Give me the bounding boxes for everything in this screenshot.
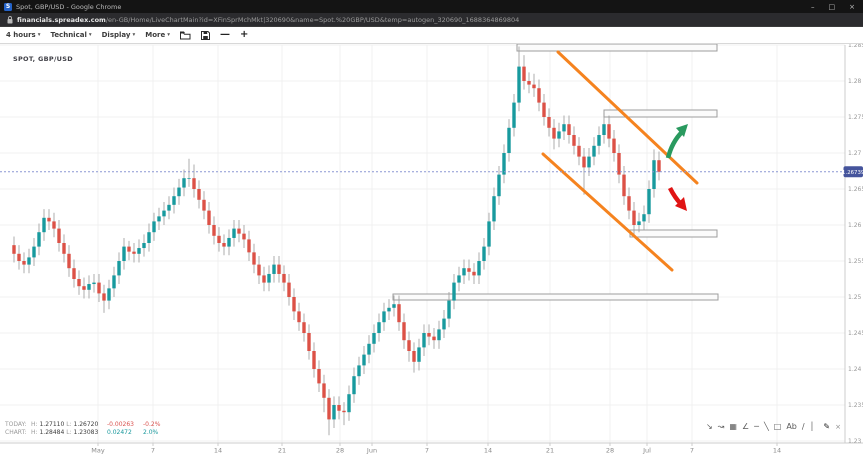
- up-arrow[interactable]: [665, 124, 688, 159]
- open-chart-button[interactable]: [180, 31, 191, 40]
- svg-text:14: 14: [484, 447, 492, 454]
- svg-text:21: 21: [546, 447, 554, 454]
- angle-tool[interactable]: ∠: [741, 422, 750, 431]
- folder-icon: [180, 31, 191, 39]
- svg-text:1.285: 1.285: [848, 44, 863, 49]
- chevron-down-icon: ▾: [88, 32, 92, 38]
- url-path: /en-GB/Home/LiveChartMain?id=XFinSprMchM…: [105, 15, 520, 24]
- today-high: 1.27110: [39, 421, 65, 428]
- more-dropdown[interactable]: More ▾: [145, 31, 170, 39]
- chevron-down-icon: ▾: [132, 32, 136, 38]
- save-chart-button[interactable]: [201, 30, 210, 40]
- ray-tool[interactable]: ∕: [801, 422, 805, 431]
- url-bar[interactable]: financials.spreadex.com/en-GB/Home/LiveC…: [0, 13, 863, 27]
- chart-stats-row: CHART: H: 1.28484 L: 1.23083 0.02472 2.0%: [5, 429, 165, 437]
- price-chart[interactable]: 1.267391.2851.281.2751.271.2651.261.2551…: [0, 44, 863, 454]
- rectangle-tool[interactable]: □: [773, 422, 782, 431]
- maximize-button[interactable]: □: [828, 2, 836, 11]
- delete-tool[interactable]: ×: [835, 423, 841, 431]
- drawing-tools-toolbar: ↘ ↝ ▦ ∠ ─ ╲ □ Ab ∕ │ ✎ ×: [706, 422, 841, 432]
- trendline[interactable]: [541, 152, 674, 272]
- fib-grid-tool[interactable]: ▦: [729, 422, 737, 431]
- zoom-out-button[interactable]: —: [220, 29, 230, 40]
- minimize-button[interactable]: –: [811, 2, 815, 11]
- display-dropdown[interactable]: Display ▾: [101, 31, 136, 39]
- today-low: 1.26720: [73, 421, 99, 428]
- site-favicon: S: [4, 2, 12, 11]
- symbol-label: SPOT, GBP/USD: [13, 55, 73, 63]
- svg-text:1.275: 1.275: [848, 114, 863, 121]
- trendline[interactable]: [556, 50, 699, 185]
- svg-text:1.27: 1.27: [848, 150, 862, 157]
- floppy-disk-icon: [201, 30, 210, 40]
- down-arrow[interactable]: [667, 186, 687, 211]
- horizontal-line-tool[interactable]: ─: [754, 422, 759, 431]
- svg-text:1.235: 1.235: [848, 402, 863, 409]
- lock-icon: [7, 15, 13, 24]
- svg-text:1.25: 1.25: [848, 294, 862, 301]
- svg-text:28: 28: [606, 447, 614, 454]
- url-domain: financials.spreadex.com: [17, 15, 106, 24]
- chart-toolbar: 4 hours ▾ Technical ▾ Display ▾ More ▾ —…: [0, 27, 863, 44]
- today-change: -0.00263: [107, 421, 134, 428]
- svg-text:14: 14: [773, 447, 781, 454]
- svg-text:1.255: 1.255: [848, 258, 863, 265]
- trendline-tool[interactable]: ╲: [763, 422, 769, 431]
- svg-text:1.23: 1.23: [848, 438, 862, 445]
- y-axis-labels: 1.285 1.28 1.275 1.27 1.265 1.26 1.255 1.25 1.24…: [848, 44, 863, 445]
- chart-change: 0.02472: [107, 428, 132, 436]
- chart-high: 1.28484: [39, 428, 65, 436]
- svg-text:7: 7: [690, 447, 694, 454]
- svg-text:28: 28: [336, 447, 344, 454]
- svg-text:1.28: 1.28: [848, 78, 862, 85]
- zoom-in-button[interactable]: +: [240, 29, 249, 40]
- technical-dropdown[interactable]: Technical ▾: [50, 31, 92, 39]
- svg-text:1.26: 1.26: [848, 222, 862, 229]
- chevron-down-icon: ▾: [37, 32, 41, 38]
- svg-text:Jul: Jul: [642, 447, 651, 454]
- close-button[interactable]: ×: [849, 2, 855, 11]
- svg-text:14: 14: [214, 447, 222, 454]
- window-title: Spot, GBP/USD - Google Chrome: [16, 2, 122, 11]
- curve-tool[interactable]: ↝: [717, 422, 725, 431]
- svg-text:21: 21: [278, 447, 286, 454]
- window-titlebar: S Spot, GBP/USD - Google Chrome – □ ×: [0, 0, 863, 13]
- price-stats-overlay: TODAY: H: 1.27110 L: 1.26720 -0.00263 -0.2%…: [5, 421, 165, 436]
- chevron-down-icon: ▾: [167, 32, 170, 38]
- svg-text:Jun: Jun: [366, 447, 377, 454]
- timeframe-dropdown[interactable]: 4 hours ▾: [6, 31, 41, 39]
- vertical-line-tool[interactable]: │: [809, 422, 815, 431]
- grid-lines: [0, 44, 845, 443]
- svg-text:May: May: [91, 447, 105, 454]
- x-axis-labels: May 7 14 21 28 Jun 7 14 21 28 Jul 7 14: [91, 443, 781, 454]
- svg-text:7: 7: [151, 447, 155, 454]
- chart-low: 1.23083: [73, 428, 99, 436]
- svg-text:1.265: 1.265: [848, 186, 863, 193]
- svg-text:1.24: 1.24: [848, 366, 862, 373]
- pointer-tool[interactable]: ↘: [705, 422, 713, 431]
- current-price-value: 1.26739: [842, 170, 863, 176]
- chart-change-pct: 2.0%: [143, 428, 159, 436]
- svg-text:1.245: 1.245: [848, 330, 863, 337]
- today-change-pct: -0.2%: [143, 421, 161, 428]
- text-tool[interactable]: Ab: [786, 422, 797, 431]
- chart-area[interactable]: 1.267391.2851.281.2751.271.2651.261.2551…: [0, 44, 863, 454]
- svg-text:7: 7: [425, 447, 429, 454]
- candles: [12, 46, 661, 436]
- zone-rectangle[interactable]: [516, 44, 718, 52]
- zone-rectangle[interactable]: [629, 229, 718, 238]
- current-price-badge: [843, 166, 863, 178]
- pencil-tool[interactable]: ✎: [823, 422, 831, 431]
- zone-rectangle[interactable]: [392, 293, 719, 301]
- today-stats-row: TODAY: H: 1.27110 L: 1.26720 -0.00263 -0.2%: [5, 421, 165, 429]
